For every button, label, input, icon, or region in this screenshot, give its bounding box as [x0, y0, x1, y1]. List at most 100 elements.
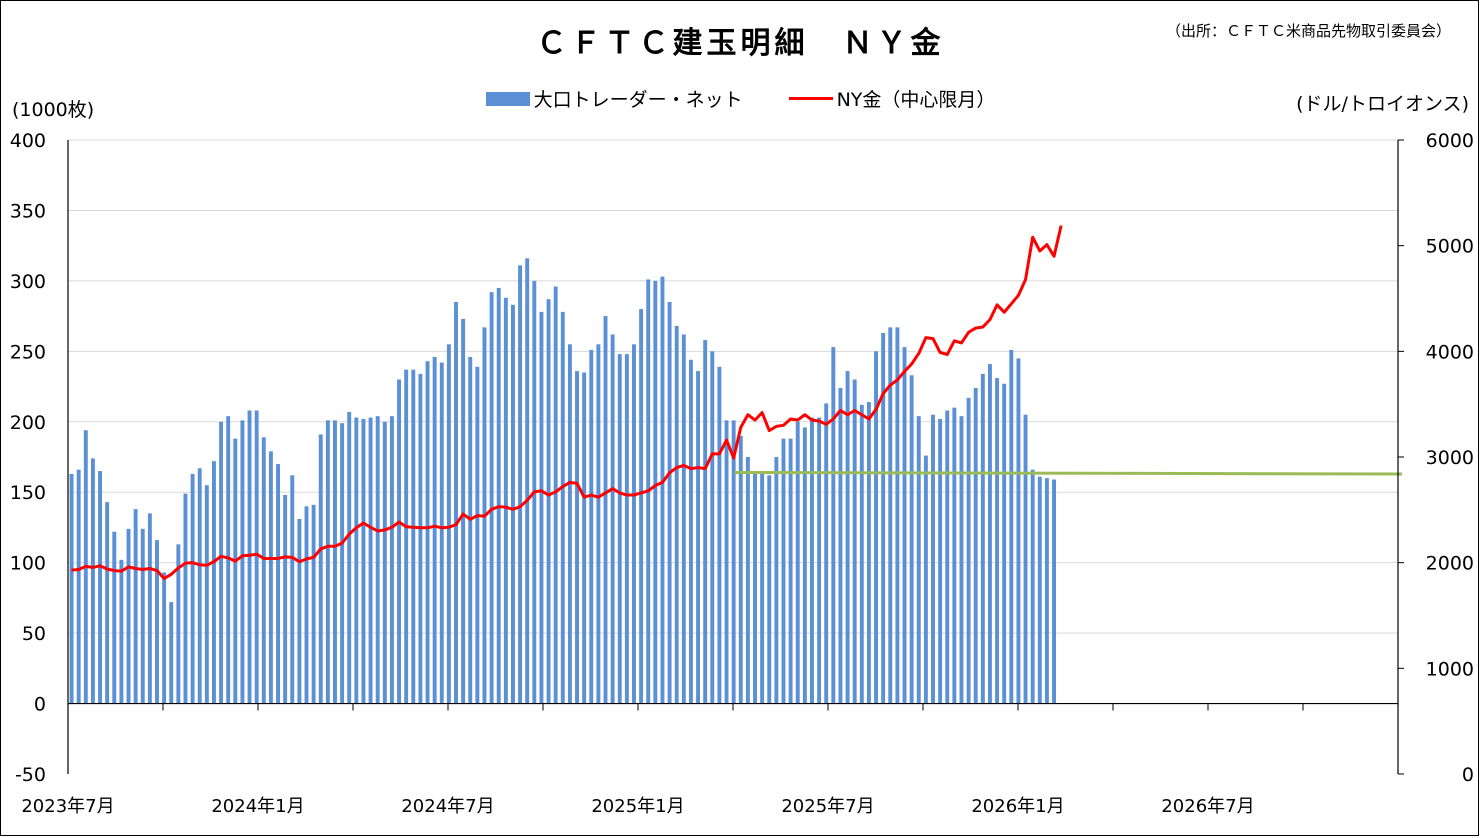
- bar: [133, 509, 138, 704]
- bar: [973, 387, 978, 704]
- bar: [674, 325, 679, 704]
- bar: [105, 502, 110, 704]
- bar: [76, 469, 81, 704]
- gold-price-line: [71, 225, 1063, 581]
- bar: [881, 333, 886, 704]
- bar: [254, 410, 259, 704]
- bar: [325, 420, 330, 704]
- bar: [247, 410, 252, 704]
- right-axis-unit: (ドル/トロイオンス): [1296, 93, 1469, 115]
- bar: [639, 309, 644, 704]
- bar: [1009, 349, 1014, 704]
- bar: [1030, 469, 1035, 704]
- x-tick-label: 2026年1月: [971, 796, 1064, 817]
- bar: [895, 327, 900, 704]
- bar: [283, 495, 288, 704]
- legend-line-swatch: [788, 97, 833, 100]
- left-tick-label: 350: [10, 200, 46, 222]
- bar: [375, 416, 380, 704]
- right-tick-label: 1000: [1426, 658, 1474, 680]
- bar: [560, 311, 565, 704]
- bar: [539, 311, 544, 704]
- bar: [959, 416, 964, 704]
- bar: [404, 369, 409, 704]
- bar: [461, 318, 466, 704]
- bar: [511, 304, 515, 704]
- chart-title: ＣＦＴＣ建玉明細 ＮＹ金: [536, 26, 945, 61]
- legend-line-label: NY金（中心限月）: [836, 89, 996, 111]
- bar: [439, 362, 444, 704]
- left-tick-label: 300: [10, 271, 46, 293]
- bar: [653, 280, 658, 704]
- bar: [916, 416, 921, 704]
- bar: [1052, 479, 1056, 704]
- x-tick-label: 2023年7月: [21, 796, 114, 817]
- x-tick-label: 2025年7月: [781, 796, 874, 817]
- bar: [290, 475, 295, 704]
- bar: [667, 302, 672, 704]
- left-tick-label: -50: [15, 764, 46, 786]
- bar: [575, 371, 579, 704]
- source-note: （出所：ＣＦＴＣ米商品先物取引委員会）: [1165, 22, 1451, 40]
- bar: [361, 418, 366, 704]
- bar: [909, 375, 914, 704]
- bar: [859, 404, 864, 704]
- bar: [1037, 476, 1042, 704]
- bar: [902, 347, 907, 704]
- bar: [1023, 414, 1028, 704]
- bar: [938, 418, 943, 704]
- bar: [952, 407, 957, 704]
- bar: [389, 416, 394, 704]
- bar: [632, 344, 636, 704]
- bar: [553, 286, 558, 704]
- bar: [311, 504, 316, 704]
- bar: [852, 379, 857, 704]
- bar: [724, 420, 729, 704]
- right-tick-label: 4000: [1426, 341, 1474, 363]
- bar: [603, 316, 608, 704]
- bar: [219, 421, 224, 704]
- bar: [995, 378, 1000, 704]
- bar: [582, 372, 587, 704]
- x-tick-label: 2024年1月: [211, 796, 304, 817]
- x-tick-label: 2026年7月: [1161, 796, 1254, 817]
- bar: [660, 276, 665, 704]
- bar: [624, 354, 629, 704]
- bar: [397, 379, 402, 704]
- bar: [866, 402, 871, 704]
- bar: [155, 540, 159, 704]
- bar: [1016, 358, 1021, 704]
- left-tick-label: 150: [10, 482, 46, 504]
- bar: [781, 438, 786, 704]
- left-axis-unit: (1000枚): [12, 99, 95, 121]
- bar: [731, 420, 736, 704]
- bar: [688, 359, 693, 704]
- bar: [333, 420, 337, 704]
- bar: [169, 602, 174, 704]
- legend: 大口トレーダー・ネット NY金（中心限月）: [0, 85, 1481, 112]
- bar: [140, 528, 145, 704]
- bar: [874, 351, 878, 704]
- legend-bar-swatch: [485, 91, 530, 106]
- legend-item-bars: 大口トレーダー・ネット: [485, 85, 743, 112]
- bar: [126, 528, 131, 704]
- bar: [923, 455, 928, 704]
- bar: [824, 403, 829, 704]
- bar: [987, 364, 992, 704]
- bar: [817, 417, 822, 704]
- bar: [446, 344, 451, 704]
- right-tick-label: 5000: [1426, 236, 1474, 258]
- x-tick-label: 2024年7月: [401, 796, 494, 817]
- bar: [703, 340, 708, 704]
- bar: [162, 572, 167, 704]
- bar: [411, 369, 416, 704]
- bar: [589, 349, 594, 704]
- bar: [475, 366, 480, 704]
- bar: [90, 458, 95, 704]
- left-tick-label: 200: [10, 412, 46, 434]
- left-tick-label: 0: [34, 694, 46, 716]
- bar: [738, 435, 743, 704]
- bar: [268, 451, 273, 704]
- bar: [596, 344, 601, 704]
- left-tick-label: 400: [10, 130, 46, 152]
